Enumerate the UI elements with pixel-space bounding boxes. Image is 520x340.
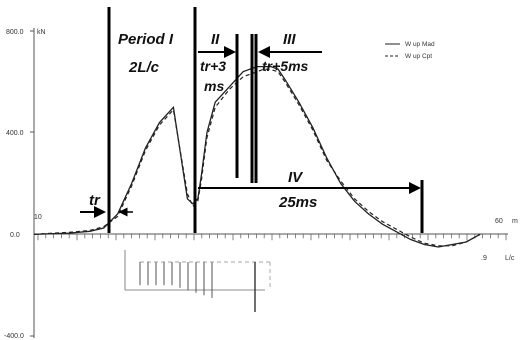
period-2-value-line2: ms xyxy=(204,78,224,94)
tr-label: tr xyxy=(89,192,101,209)
x-unit-secondary-label: L/c xyxy=(505,255,515,262)
y-tick-label-0: 0.0 xyxy=(10,232,20,239)
period-4-value: 25ms xyxy=(278,194,317,211)
x-axis-ticks xyxy=(37,234,507,241)
period-4-label: IV xyxy=(288,169,304,186)
period-2-label: II xyxy=(211,31,220,48)
period-2-value-line1: tr+3 xyxy=(200,58,226,74)
period-3-value: tr+5ms xyxy=(262,58,309,74)
x-extra-label-60: 60 xyxy=(495,218,503,225)
lower-bar-group xyxy=(124,250,271,312)
y-tick-label-400: 400.0 xyxy=(6,130,24,137)
y-tick-label-minus400: -400.0 xyxy=(4,333,24,340)
y-tick-label-800: 800.0 xyxy=(6,29,24,36)
legend-label-mad: W up Mad xyxy=(405,41,435,48)
period-1-value: 2L/c xyxy=(128,59,160,76)
x-unit-label: m xyxy=(512,218,518,225)
period-3-label: III xyxy=(283,31,296,48)
legend-label-cpt: W up Cpt xyxy=(405,53,432,60)
y-unit-label: kN xyxy=(37,29,46,36)
x-extra-label-10: 10 xyxy=(34,214,42,221)
period-1-label: Period I xyxy=(118,31,174,48)
legend: W up Mad W up Cpt xyxy=(385,41,435,60)
series-line-w-up-cpt xyxy=(33,68,481,247)
series-line-w-up-mad xyxy=(33,65,481,248)
x-tick-label-09: .9 xyxy=(481,255,487,262)
